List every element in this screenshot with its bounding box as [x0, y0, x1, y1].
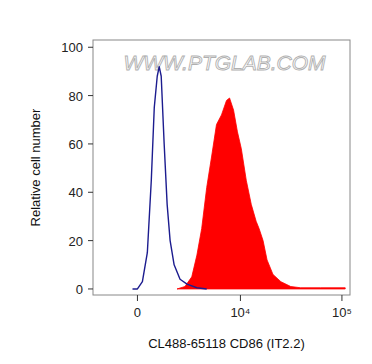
x-axis-label: CL488-65118 CD86 (IT2.2) — [148, 336, 305, 351]
y-tick — [88, 240, 93, 241]
x-tick-label: 10⁵ — [332, 305, 352, 320]
y-tick-label: 100 — [61, 40, 83, 55]
plot-area — [133, 67, 346, 289]
x-tick — [341, 295, 342, 301]
x-tick — [137, 295, 138, 301]
x-tick-label: 0 — [134, 305, 141, 320]
y-tick — [88, 47, 93, 48]
y-tick-label: 40 — [69, 185, 83, 200]
y-tick — [88, 143, 93, 144]
y-tick-label: 80 — [69, 89, 83, 104]
y-tick-label: 60 — [69, 137, 83, 152]
chart: WWW.PTGLAB.COM 0 20 40 60 80 100 0 10⁴ 10⁵ CL488-6… — [0, 0, 372, 364]
y-axis-label: Relative cell number — [28, 108, 43, 226]
histogram-area — [177, 98, 345, 289]
x-tick-label: 10⁴ — [230, 305, 250, 320]
x-tick — [240, 295, 241, 301]
y-tick — [88, 192, 93, 193]
y-tick-label: 0 — [76, 282, 83, 297]
watermark: WWW.PTGLAB.COM — [123, 51, 326, 74]
plot-frame — [93, 40, 350, 295]
y-tick — [88, 288, 93, 289]
y-tick-label: 20 — [69, 234, 83, 249]
y-tick — [88, 95, 93, 96]
histogram-line — [133, 67, 207, 289]
